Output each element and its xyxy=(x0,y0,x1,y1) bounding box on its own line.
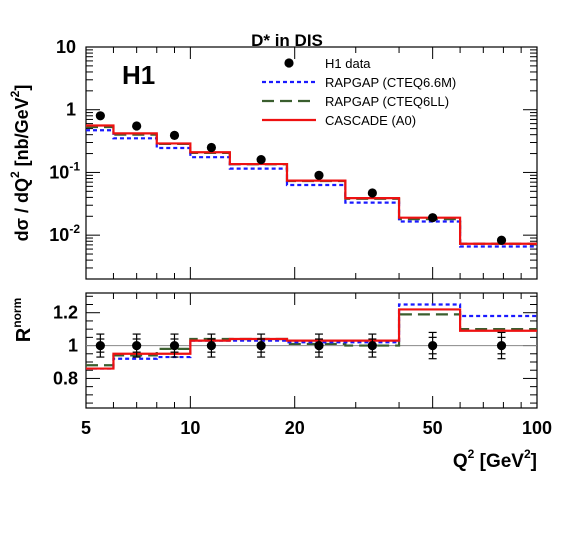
data-point xyxy=(206,142,216,153)
ratio-panel-data-points xyxy=(95,331,507,360)
y-tick-label: 10 xyxy=(56,37,76,57)
ratio-panel-series xyxy=(86,303,537,370)
legend-label: H1 data xyxy=(325,56,371,71)
data-point xyxy=(496,235,507,245)
ratio-axis-ticks xyxy=(85,293,538,408)
ratio-data-point xyxy=(367,340,377,351)
legend-marker-data xyxy=(284,58,294,68)
ratio-data-point xyxy=(95,340,105,351)
y-tick-label: 1.2 xyxy=(53,303,78,323)
x-tick-label: 50 xyxy=(423,418,443,438)
legend-label: CASCADE (A0) xyxy=(325,113,416,128)
top-axis-ticks xyxy=(85,46,538,280)
top-y-tick-labels: 10 1 10-1 10-2 xyxy=(49,37,80,245)
legend-label: RAPGAP (CTEQ6LL) xyxy=(325,94,449,109)
ratio-data-point xyxy=(169,340,180,351)
experiment-label: H1 xyxy=(122,60,155,90)
top-panel-frame xyxy=(85,46,538,280)
data-point xyxy=(428,213,438,223)
top-panel-data-points xyxy=(95,111,507,245)
top-y-axis-title: dσ / dQ2 [nb/GeV2] xyxy=(8,85,32,242)
x-axis-title: Q2 [GeV2] xyxy=(453,447,537,472)
ratio-data-point xyxy=(256,340,266,351)
data-point xyxy=(367,188,377,198)
x-tick-label: 10 xyxy=(180,418,200,438)
series-cascade xyxy=(86,124,537,245)
data-point xyxy=(169,130,180,140)
data-point xyxy=(132,121,142,131)
x-tick-labels: 5 10 20 50 100 xyxy=(81,418,552,438)
chart-title: D* in DIS xyxy=(251,31,323,50)
series-rapgap_cteq66m xyxy=(86,303,537,370)
ratio-data-point xyxy=(428,340,438,351)
y-tick-label: 10-2 xyxy=(49,222,80,245)
data-point xyxy=(95,111,105,121)
data-point xyxy=(256,155,266,165)
legend: H1 data RAPGAP (CTEQ6.6M) RAPGAP (CTEQ6LL)… xyxy=(262,56,456,128)
x-tick-label: 5 xyxy=(81,418,91,438)
ratio-data-point xyxy=(132,340,142,351)
y-tick-label: 10-1 xyxy=(49,159,80,182)
ratio-y-axis-title: Rnorm xyxy=(10,298,35,342)
ratio-data-point xyxy=(206,340,216,351)
x-tick-label: 20 xyxy=(285,418,305,438)
legend-label: RAPGAP (CTEQ6.6M) xyxy=(325,75,456,90)
y-tick-label: 1 xyxy=(68,336,78,356)
ratio-data-point xyxy=(314,340,324,351)
top-panel-series xyxy=(86,124,537,248)
data-point xyxy=(314,170,324,180)
ratio-panel-frame xyxy=(85,292,538,409)
x-tick-label: 100 xyxy=(522,418,552,438)
y-tick-label: 1 xyxy=(66,100,76,120)
ratio-data-point xyxy=(496,340,507,351)
y-tick-label: 0.8 xyxy=(53,368,78,388)
series-rapgap_cteq66m xyxy=(86,129,537,248)
ratio-y-tick-labels: 0.8 1 1.2 xyxy=(53,303,78,389)
